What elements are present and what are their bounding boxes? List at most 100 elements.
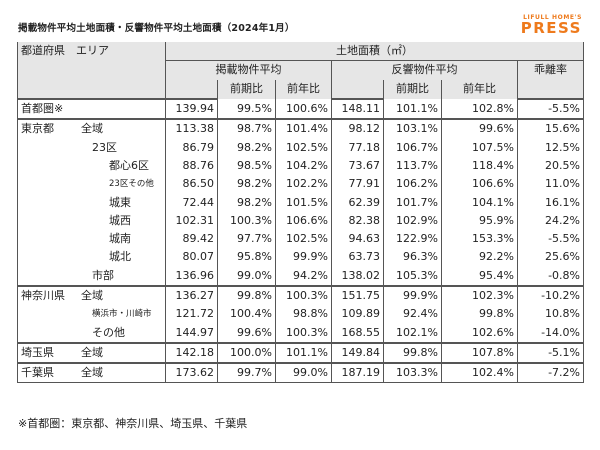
cell-divergence: 16.1%: [517, 193, 584, 212]
row-label: 千葉県 全域: [17, 363, 166, 384]
cell-response: 138.02: [331, 266, 384, 287]
cell-divergence: -5.5%: [517, 98, 584, 121]
cell-listed-yoy: 99.0%: [275, 363, 332, 384]
cell-listed-mom: 99.0%: [217, 266, 276, 287]
cell-response: 98.12: [331, 119, 384, 139]
cell-listed-yoy: 101.4%: [275, 119, 332, 139]
row-label: 城北: [17, 248, 166, 267]
header-row-2: 掲載物件平均 反響物件平均 乖離率: [18, 60, 584, 100]
row-label: 23区: [17, 138, 166, 157]
cell-divergence: 11.0%: [517, 175, 584, 194]
row-label: 東京都 全域: [17, 119, 166, 139]
table-row: 横浜市・川崎市 121.72 100.4% 98.8% 109.89 92.4%…: [17, 305, 584, 324]
cell-response: 109.89: [331, 305, 384, 324]
row-pref-name: 東京都: [21, 122, 54, 136]
cell-listed-yoy: 102.5%: [275, 138, 332, 157]
footnote: ※首都圏：東京都、神奈川県、埼玉県、千葉県: [18, 417, 248, 430]
table-row: 都心6区 88.76 98.5% 104.2% 73.67 113.7% 118…: [17, 156, 584, 176]
row-label: 市部: [17, 266, 166, 287]
cell-response-mom: 103.1%: [383, 119, 442, 139]
col-header-response-yoy: 前年比: [441, 79, 518, 99]
cell-divergence: -0.8%: [517, 266, 584, 287]
cell-response: 148.11: [331, 98, 384, 121]
cell-response-yoy: 104.1%: [441, 193, 518, 212]
cell-response: 73.67: [331, 156, 384, 176]
cell-listed: 86.79: [165, 138, 218, 157]
header-row-3: 前期比 前年比 前期比 前年比: [18, 79, 584, 100]
row-label: 城南: [17, 229, 166, 249]
cell-listed: 142.18: [165, 342, 218, 365]
cell-listed: 173.62: [165, 363, 218, 384]
cell-divergence: -5.1%: [517, 342, 584, 365]
cell-divergence: 12.5%: [517, 138, 584, 157]
table-row: 城東 72.44 98.2% 101.5% 62.39 101.7% 104.1…: [17, 193, 584, 212]
row-label: 城西: [17, 211, 166, 230]
cell-listed-mom: 95.8%: [217, 248, 276, 267]
cell-listed-mom: 100.4%: [217, 305, 276, 324]
cell-listed-yoy: 100.3%: [275, 285, 332, 306]
table-row: 埼玉県 全域 142.18 100.0% 101.1% 149.84 99.8% …: [17, 342, 584, 365]
cell-response: 149.84: [331, 342, 384, 365]
cell-response-mom: 96.3%: [383, 248, 442, 267]
cell-response-yoy: 107.8%: [441, 342, 518, 365]
col-header-listed-mom: 前期比: [217, 79, 276, 99]
cell-listed: 113.38: [165, 119, 218, 139]
row-label: 神奈川県 全域: [17, 285, 166, 306]
row-label: 都心6区: [17, 156, 166, 176]
table-row: 23区その他 86.50 98.2% 102.2% 77.91 106.2% 1…: [17, 175, 584, 194]
cell-response-mom: 105.3%: [383, 266, 442, 287]
cell-divergence: 15.6%: [517, 119, 584, 139]
cell-divergence: 25.6%: [517, 248, 584, 267]
cell-divergence: 20.5%: [517, 156, 584, 176]
row-pref-name: 神奈川県: [21, 289, 65, 302]
cell-divergence: -14.0%: [517, 323, 584, 344]
cell-listed-yoy: 102.2%: [275, 175, 332, 194]
cell-listed-mom: 98.2%: [217, 193, 276, 212]
col-header-area: 都道府県 エリア: [17, 42, 166, 100]
cell-divergence: -7.2%: [517, 363, 584, 384]
table-row: その他 144.97 99.6% 100.3% 168.55 102.1% 10…: [17, 323, 584, 344]
cell-response-mom: 106.7%: [383, 138, 442, 157]
cell-response-yoy: 107.5%: [441, 138, 518, 157]
cell-listed: 80.07: [165, 248, 218, 267]
brand-logo: LIFULL HOME'S PRESS: [521, 14, 582, 36]
cell-response-mom: 122.9%: [383, 229, 442, 249]
cell-response-yoy: 92.2%: [441, 248, 518, 267]
cell-listed: 88.76: [165, 156, 218, 176]
cell-response-yoy: 102.4%: [441, 363, 518, 384]
cell-listed: 139.94: [165, 98, 218, 121]
table-row: 神奈川県 全域 136.27 99.8% 100.3% 151.75 99.9% …: [17, 285, 584, 306]
col-header-divergence: 乖離率: [517, 60, 584, 100]
cell-response: 77.91: [331, 175, 384, 194]
header-row-1: 都道府県 エリア 土地面積（㎡）: [17, 42, 584, 100]
cell-response-mom: 102.1%: [383, 323, 442, 344]
cell-listed-mom: 99.8%: [217, 285, 276, 306]
table-row: 城北 80.07 95.8% 99.9% 63.73 96.3% 92.2% 2…: [17, 248, 584, 267]
cell-response-mom: 92.4%: [383, 305, 442, 324]
cell-response: 63.73: [331, 248, 384, 267]
row-sub-label: 全域: [81, 122, 103, 136]
row-label: 埼玉県 全域: [17, 342, 166, 365]
cell-response-yoy: 118.4%: [441, 156, 518, 176]
cell-response: 82.38: [331, 211, 384, 230]
cell-response: 151.75: [331, 285, 384, 306]
row-sub-label: 全域: [81, 366, 103, 380]
cell-response-yoy: 106.6%: [441, 175, 518, 194]
row-label: 城東: [17, 193, 166, 212]
cell-response-yoy: 153.3%: [441, 229, 518, 249]
cell-listed-yoy: 101.1%: [275, 342, 332, 365]
cell-listed-yoy: 94.2%: [275, 266, 332, 287]
cell-listed: 136.96: [165, 266, 218, 287]
cell-listed-yoy: 99.9%: [275, 248, 332, 267]
cell-response: 168.55: [331, 323, 384, 344]
cell-listed-mom: 99.5%: [217, 98, 276, 121]
cell-listed: 86.50: [165, 175, 218, 194]
cell-listed-mom: 97.7%: [217, 229, 276, 249]
cell-listed-mom: 98.5%: [217, 156, 276, 176]
cell-listed-yoy: 100.6%: [275, 98, 332, 121]
cell-response-mom: 103.3%: [383, 363, 442, 384]
cell-listed: 144.97: [165, 323, 218, 344]
cell-response-mom: 101.1%: [383, 98, 442, 121]
cell-listed-yoy: 104.2%: [275, 156, 332, 176]
cell-response-mom: 99.9%: [383, 285, 442, 306]
